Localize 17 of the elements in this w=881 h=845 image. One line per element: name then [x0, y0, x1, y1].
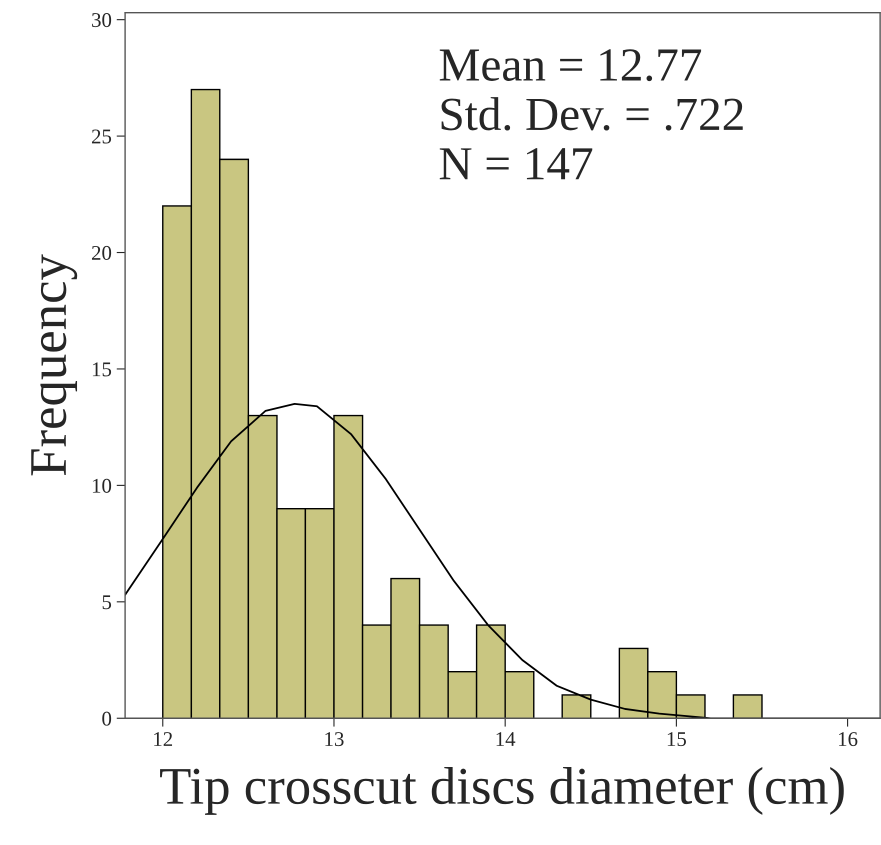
- y-tick-label: 5: [102, 595, 112, 610]
- y-tick-label: 30: [92, 13, 112, 28]
- y-tick-label: 10: [92, 478, 112, 493]
- x-tick-label: 15: [668, 732, 686, 746]
- x-tick-label: 14: [496, 732, 516, 746]
- annotation: N = 147: [440, 148, 592, 180]
- y-axis-title: Frequency: [31, 254, 78, 476]
- annotation: Mean = 12.77: [440, 49, 702, 82]
- y-tick-label: 20: [92, 246, 112, 260]
- y-tick-label: 25: [92, 130, 112, 144]
- y-tick-label: 0: [102, 712, 112, 726]
- x-tick-label: 13: [325, 732, 344, 746]
- y-tick-label: 15: [92, 362, 112, 376]
- annotation: Std. Dev. = .722: [442, 97, 743, 131]
- x-axis-title: Tip crosscut discs diameter (cm): [160, 767, 844, 815]
- x-tick-label: 16: [839, 732, 858, 746]
- x-tick-label: 12: [154, 732, 172, 746]
